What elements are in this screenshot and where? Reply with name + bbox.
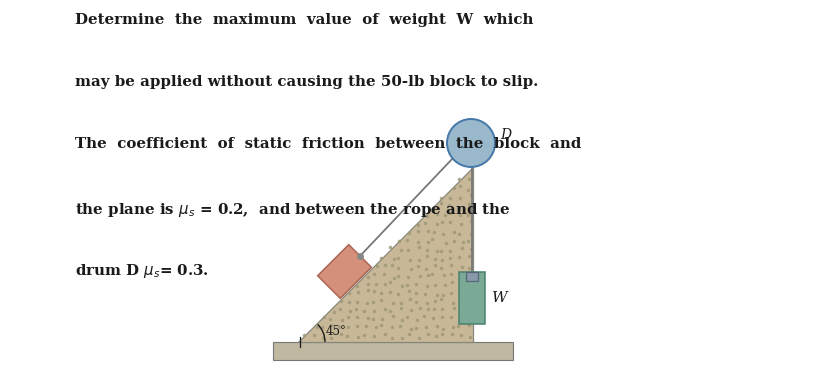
Text: The  coefficient  of  static  friction  between  the  block  and: The coefficient of static friction betwe… bbox=[74, 137, 581, 151]
Polygon shape bbox=[298, 167, 472, 342]
Text: D: D bbox=[500, 128, 510, 142]
Text: drum D $\mu_s$= 0.3.: drum D $\mu_s$= 0.3. bbox=[74, 262, 208, 280]
Text: 45°: 45° bbox=[326, 325, 347, 338]
Bar bbox=[466, 272, 477, 281]
Circle shape bbox=[447, 119, 495, 167]
Text: may be applied without causing the 50-lb block to slip.: may be applied without causing the 50-lb… bbox=[74, 75, 538, 89]
Text: Determine  the  maximum  value  of  weight  W  which: Determine the maximum value of weight W … bbox=[74, 13, 533, 27]
Bar bbox=[273, 342, 513, 360]
Text: W: W bbox=[491, 291, 507, 305]
Polygon shape bbox=[318, 244, 371, 298]
Text: the plane is $\mu_s$ = 0.2,  and between the rope and the: the plane is $\mu_s$ = 0.2, and between … bbox=[74, 201, 509, 219]
Bar bbox=[458, 272, 485, 324]
